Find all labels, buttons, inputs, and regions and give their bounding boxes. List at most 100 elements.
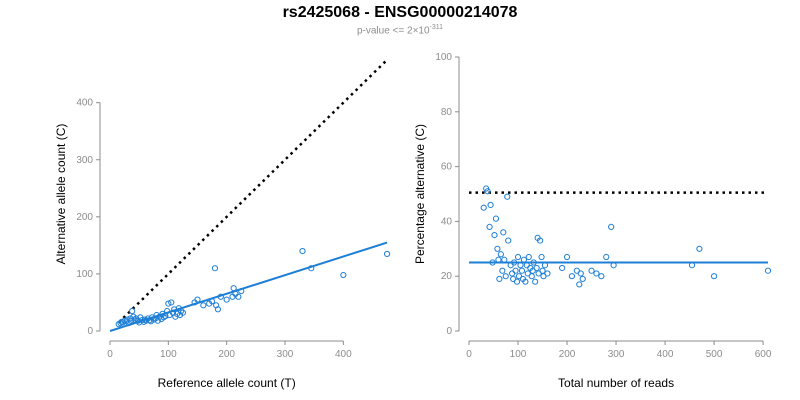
data-point bbox=[124, 316, 131, 323]
x-tick-label: 400 bbox=[335, 349, 352, 360]
data-point bbox=[538, 253, 545, 261]
data-point bbox=[530, 259, 537, 266]
x-tick-label: 0 bbox=[107, 349, 113, 360]
data-point bbox=[577, 270, 584, 277]
data-point bbox=[541, 262, 549, 269]
chart-title: rs2425068 - ENSG00000214078 bbox=[282, 4, 518, 21]
data-point bbox=[533, 264, 540, 272]
data-point bbox=[208, 298, 216, 305]
data-point bbox=[593, 270, 600, 277]
data-point bbox=[539, 267, 546, 274]
data-point bbox=[179, 309, 187, 316]
data-point bbox=[119, 319, 126, 326]
data-point bbox=[486, 223, 493, 230]
x-tick-label: 300 bbox=[608, 349, 625, 360]
data-point bbox=[598, 273, 605, 280]
data-point bbox=[536, 237, 544, 244]
y-tick-label: 60 bbox=[441, 162, 453, 173]
data-point bbox=[510, 259, 518, 266]
data-point bbox=[579, 275, 586, 283]
data-point bbox=[525, 253, 532, 261]
data-point bbox=[211, 265, 219, 272]
x-tick-label: 300 bbox=[277, 349, 294, 360]
data-point bbox=[509, 270, 516, 277]
data-point bbox=[340, 271, 347, 279]
data-point bbox=[138, 317, 146, 324]
y-axis-label: Percentage alternative (C) bbox=[413, 124, 427, 264]
data-point bbox=[501, 256, 508, 263]
data-point bbox=[299, 247, 306, 255]
y-tick-label: 0 bbox=[87, 326, 93, 337]
x-tick-label: 200 bbox=[559, 349, 576, 360]
data-point bbox=[129, 307, 136, 315]
subtitle-exponent: -311 bbox=[429, 24, 444, 31]
data-point bbox=[495, 256, 502, 263]
data-point bbox=[520, 256, 527, 263]
data-point bbox=[223, 296, 230, 303]
data-point bbox=[764, 267, 772, 274]
y-tick-label: 300 bbox=[76, 155, 93, 166]
data-point bbox=[165, 300, 172, 307]
data-point bbox=[610, 262, 617, 269]
x-tick-label: 0 bbox=[466, 349, 472, 360]
data-point bbox=[518, 267, 526, 274]
data-point bbox=[230, 285, 237, 292]
x-tick-label: 200 bbox=[218, 349, 235, 360]
y-tick-label: 200 bbox=[76, 212, 93, 223]
data-point bbox=[576, 281, 583, 288]
y-axis-label: Alternative allele count (C) bbox=[54, 124, 68, 265]
data-point bbox=[173, 310, 181, 317]
data-point bbox=[505, 237, 512, 244]
y-tick-label: 100 bbox=[76, 269, 93, 280]
data-point bbox=[496, 275, 503, 283]
x-axis-label: Total number of reads bbox=[558, 376, 674, 390]
data-point bbox=[383, 250, 391, 258]
data-point bbox=[522, 278, 529, 285]
chart-panel-1: 0 100 200 300 400 0 100 200 300 400 Reference alle… bbox=[54, 58, 391, 390]
data-point bbox=[568, 273, 576, 280]
y-tick-label: 100 bbox=[435, 52, 452, 63]
data-point bbox=[500, 229, 507, 236]
data-point bbox=[512, 267, 519, 274]
x-tick-label: 400 bbox=[657, 349, 674, 360]
data-point bbox=[517, 262, 524, 269]
data-point bbox=[559, 264, 566, 272]
data-point bbox=[588, 267, 595, 274]
x-tick-label: 500 bbox=[706, 349, 723, 360]
data-point bbox=[696, 245, 703, 252]
data-point bbox=[489, 259, 496, 266]
data-point bbox=[492, 215, 500, 222]
data-point bbox=[608, 223, 615, 230]
data-point bbox=[504, 193, 511, 200]
data-point bbox=[491, 232, 498, 239]
data-point bbox=[494, 245, 501, 252]
y-tick-label: 80 bbox=[441, 107, 453, 118]
subtitle-text: p-value <= 2×10 bbox=[356, 25, 430, 37]
data-point bbox=[487, 201, 494, 209]
data-point bbox=[194, 296, 201, 303]
y-tick-label: 400 bbox=[76, 98, 93, 109]
data-point bbox=[200, 302, 207, 309]
data-point bbox=[688, 262, 696, 269]
data-point bbox=[235, 293, 242, 300]
data-point bbox=[214, 306, 222, 313]
data-point bbox=[308, 265, 315, 272]
chart-panel-2: 0 100 200 300 400 500 600 0 20 40 60 80 100 Total num… bbox=[413, 52, 772, 390]
data-point bbox=[513, 278, 521, 285]
data-point bbox=[497, 251, 504, 258]
data-point bbox=[238, 287, 245, 295]
data-point bbox=[514, 253, 522, 261]
x-axis-label: Reference allele count (T) bbox=[158, 376, 296, 390]
data-point bbox=[502, 273, 509, 280]
data-point bbox=[168, 299, 175, 306]
data-point bbox=[484, 188, 491, 195]
data-point bbox=[603, 253, 610, 261]
data-point bbox=[528, 273, 535, 280]
reference-line bbox=[117, 58, 388, 324]
x-tick-label: 100 bbox=[510, 349, 527, 360]
data-point bbox=[480, 204, 487, 211]
data-point bbox=[710, 273, 718, 280]
chart-subtitle: p-value <= 2×10-311 bbox=[0, 24, 800, 36]
y-tick-label: 20 bbox=[441, 271, 453, 282]
